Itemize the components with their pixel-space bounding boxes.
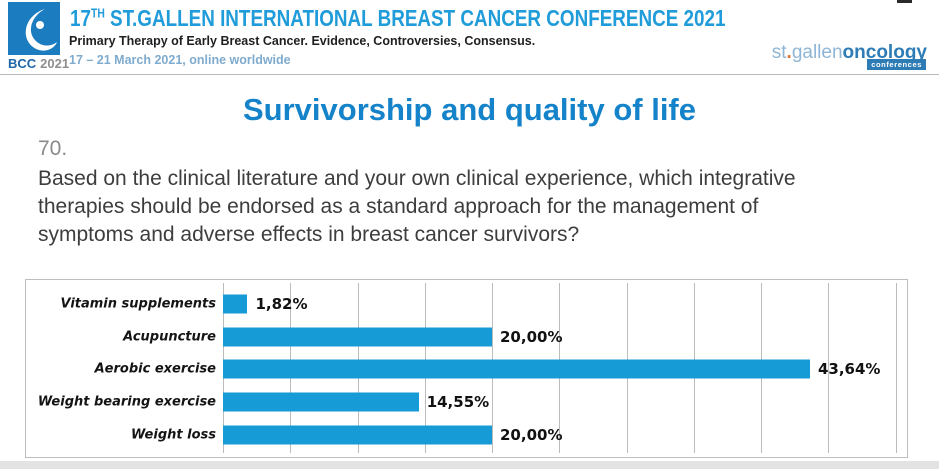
bcc-logo-icon [8, 2, 60, 55]
chart-rows: Vitamin supplements 1,82% Acupuncture 20,00… [26, 288, 907, 451]
chart-row: Acupuncture 20,00% [26, 321, 907, 354]
bar [223, 359, 810, 379]
gridline [895, 283, 897, 453]
brand-dot: . [786, 42, 792, 63]
conference-title: 17TH ST.GALLEN INTERNATIONAL BREAST CANC… [70, 5, 726, 32]
logo-bcc-text: BCC [8, 56, 37, 71]
bar [223, 425, 492, 445]
bar-value-label: 20,00% [500, 327, 563, 346]
question-text: Based on the clinical literature and you… [38, 167, 796, 246]
chart-row: Vitamin supplements 1,82% [26, 288, 907, 321]
bar-label: Weight bearing exercise [37, 394, 216, 410]
brand-conferences-badge: conferences [867, 59, 926, 70]
conference-title-ordinal: TH [90, 6, 105, 21]
logo-year-text: 2021 [40, 56, 70, 71]
bar [223, 327, 492, 347]
bcc-logo [8, 2, 60, 55]
bottom-letterbox [0, 461, 939, 469]
bar-label: Vitamin supplements [60, 296, 216, 312]
conference-dates: 17 – 21 March 2021, online worldwide [69, 53, 291, 67]
slide-title: Survivorship and quality of life [242, 92, 696, 127]
question-number: 70. [38, 137, 68, 160]
stgallen-oncology-logo: st.gallenoncology conferences [771, 42, 927, 70]
brand-gallen: gallen [791, 42, 843, 63]
bar-label: Acupuncture [123, 329, 216, 345]
bar-value-label: 14,55% [426, 393, 490, 412]
bar-label: Weight loss [131, 427, 216, 443]
brand-oncology: oncology [842, 42, 927, 63]
chart-row: Weight bearing exercise 14,55% [26, 386, 907, 419]
conference-subtitle: Primary Therapy of Early Breast Cancer. … [69, 34, 536, 48]
conference-title-number: 17 [70, 5, 91, 31]
video-artifact [897, 0, 912, 3]
chart-row: Weight loss 20,00% [26, 418, 907, 451]
brand-st: st [771, 42, 787, 63]
bar-label: Aerobic exercise [94, 361, 216, 377]
header-divider [0, 74, 939, 75]
bar [223, 392, 419, 412]
chart-row: Aerobic exercise 43,64% [26, 353, 907, 386]
bar-value-label: 20,00% [500, 425, 563, 444]
bcc-logo-caption: BCC 2021 [8, 56, 69, 71]
gridline [828, 283, 830, 453]
bar-value-label: 43,64% [817, 360, 881, 379]
bar [223, 294, 248, 314]
bar-value-label: 1,82% [255, 295, 308, 314]
results-chart: Vitamin supplements 1,82% Acupuncture 20,00… [25, 279, 908, 458]
conference-title-text: ST.GALLEN INTERNATIONAL BREAST CANCER CO… [104, 5, 726, 31]
